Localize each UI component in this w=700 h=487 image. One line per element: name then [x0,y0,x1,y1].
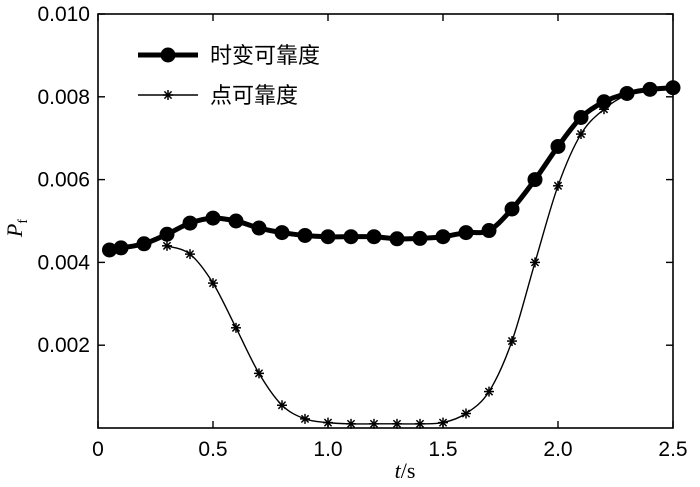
data-point-star [415,418,425,429]
data-point-star [162,240,172,251]
y-tick-label: 0.010 [37,3,90,26]
data-point-star [438,417,448,428]
data-point-circle [343,229,359,245]
y-tick-label: 0.006 [37,169,90,192]
y-axis-label: Pf [2,219,31,238]
data-point-star [576,129,586,140]
data-point-star [507,336,517,347]
data-point-star [346,418,356,429]
data-point-star [392,418,402,429]
data-point-circle [527,172,543,188]
data-point-circle [102,242,117,258]
axis-ticks: 0 0.5 1.0 1.5 2.0 2.5 0.002 0.004 0.006 0.008 0.01… [37,3,687,461]
data-point-circle [251,220,267,236]
data-point-circle [159,226,175,242]
data-point-circle [136,236,152,252]
data-point-star [461,408,471,419]
data-point-circle [320,229,336,245]
y-tick-label: 0.002 [37,334,90,357]
legend: 时变可靠度 点可靠度 [138,44,320,109]
data-point-circle [113,240,129,256]
data-point-star [300,413,310,424]
data-point-star [323,417,333,428]
y-tick-label: 0.004 [37,251,90,274]
series-point-reliability [162,83,655,429]
data-point-circle [458,225,474,241]
x-tick-label: 0.5 [198,438,227,461]
data-point-circle [435,229,451,245]
data-point-star [530,257,540,268]
y-tick-label: 0.008 [37,86,90,109]
data-point-star [208,278,218,289]
data-point-star [369,418,379,429]
series-layer [102,80,681,429]
data-point-star [484,386,494,397]
x-tick-label: 1.0 [313,438,342,461]
data-point-star [254,368,264,379]
x-tick-label: 0 [92,438,104,461]
data-point-circle [504,201,520,217]
legend-label-point: 点可靠度 [210,84,298,109]
data-point-star [622,89,632,100]
data-point-circle [412,230,428,246]
data-point-circle [550,138,566,154]
data-point-star [645,83,655,94]
data-point-star [277,400,287,411]
legend-marker-time-varying [160,47,176,63]
data-point-circle [297,227,313,243]
data-point-circle [366,229,382,245]
data-point-star [231,322,241,333]
x-tick-label: 2.5 [658,438,687,461]
series-time-varying-reliability [102,80,681,258]
data-point-circle [274,225,290,241]
data-point-circle [228,213,244,229]
x-tick-label: 1.5 [428,438,457,461]
data-point-circle [481,223,497,239]
data-point-circle [182,215,198,231]
plot-frame [97,13,674,429]
legend-marker-point [163,90,173,100]
data-point-circle [665,80,681,96]
x-axis-label: t/s [395,458,416,483]
series-line [166,87,651,425]
data-point-star [553,180,563,191]
data-point-star [185,249,195,260]
x-tick-label: 2.0 [543,438,572,461]
legend-label-time-varying: 时变可靠度 [210,44,320,69]
data-point-star [599,104,609,115]
data-point-circle [205,210,221,226]
data-point-circle [573,110,589,125]
data-point-circle [389,231,405,247]
